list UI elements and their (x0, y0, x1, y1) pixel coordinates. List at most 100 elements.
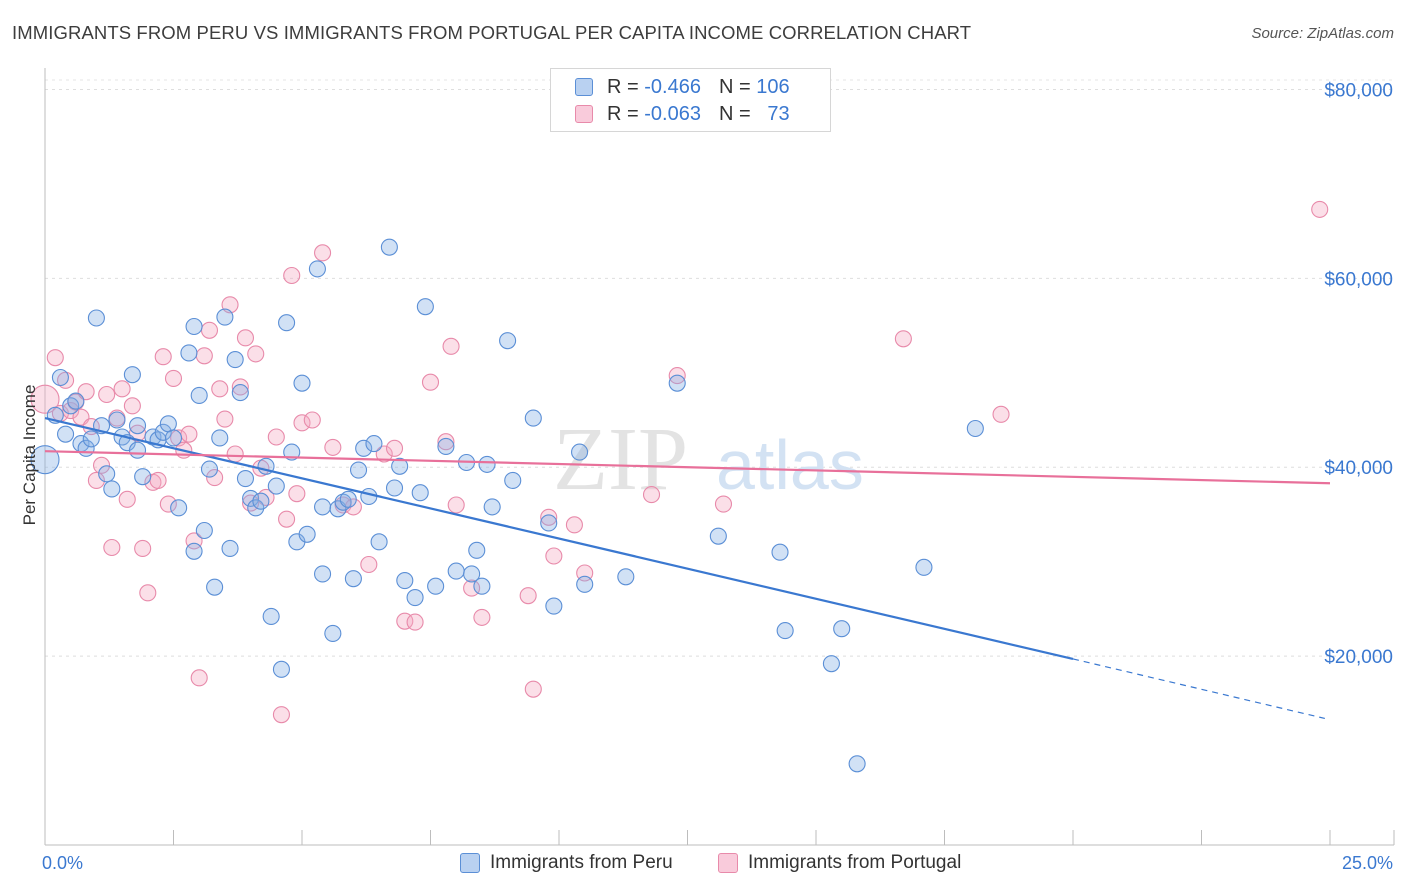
r-value: -0.063 (644, 102, 701, 125)
portugal-point (303, 411, 321, 429)
portugal-point (421, 373, 440, 391)
n-label: N = (718, 102, 751, 125)
peru-point (360, 487, 378, 506)
peru-point (571, 443, 589, 461)
x-tick-label: 0.0% (42, 853, 83, 873)
peru-point (385, 479, 404, 497)
peru-point (463, 565, 481, 583)
portugal-point (242, 494, 260, 512)
peru-point (252, 492, 270, 510)
peru-point (211, 429, 229, 447)
peru-point (170, 499, 188, 517)
portugal-point (283, 266, 301, 285)
legend-item-portugal[interactable]: Immigrants from Portugal (718, 852, 961, 874)
peru-point (427, 577, 445, 595)
portugal-point (565, 516, 583, 534)
legend-row-portugal: R = -0.063 N = 73 (575, 102, 790, 126)
portugal-point (118, 490, 136, 508)
legend-label: Immigrants from Peru (490, 852, 673, 873)
portugal-point (406, 613, 424, 631)
peru-point (504, 471, 522, 489)
portugal-point (293, 414, 311, 432)
portugal-point (272, 706, 290, 724)
portugal-point (149, 471, 167, 489)
portugal-point (134, 539, 152, 557)
peru-point (123, 366, 141, 384)
peru-point (966, 419, 984, 438)
portugal-point (154, 348, 172, 366)
portugal-point (894, 330, 912, 348)
peru-point (200, 460, 219, 478)
x-tick-labels: 0.0% 25.0% (42, 853, 1393, 873)
trend-lines (44, 417, 1331, 720)
portugal-point (385, 439, 404, 457)
peru-point (499, 332, 517, 350)
peru-point (62, 397, 80, 415)
portugal-point (447, 496, 465, 514)
portugal-point (442, 337, 460, 355)
peru-point (576, 575, 594, 593)
portugal-point (180, 425, 198, 443)
chart-title: IMMIGRANTS FROM PERU VS IMMIGRANTS FROM … (12, 22, 972, 43)
watermark: ZIP atlas (553, 410, 864, 509)
peru-point (216, 308, 234, 326)
y-tick-label: $40,000 (1324, 458, 1393, 479)
peru-point (103, 480, 121, 498)
portugal-point (642, 486, 661, 504)
peru-point (267, 477, 285, 495)
portugal-trend-line (44, 450, 1331, 485)
portugal-point (473, 608, 491, 626)
peru-point (108, 411, 126, 429)
peru-trend-extension (1072, 658, 1325, 720)
peru-point (82, 430, 100, 448)
portugal-point (288, 485, 306, 503)
n-label: N = (718, 75, 751, 98)
peru-point (339, 490, 357, 508)
peru-point (67, 392, 85, 410)
portugal-point (98, 385, 116, 404)
peru-point (180, 344, 198, 362)
n-value: 106 (756, 75, 790, 98)
peru-points (30, 238, 984, 773)
peru-point (185, 542, 203, 560)
peru-point (411, 484, 429, 502)
series-legend: Immigrants from Peru Immigrants from Por… (0, 852, 1406, 878)
peru-point (349, 461, 368, 479)
peru-point (483, 498, 501, 516)
correlation-legend: R = -0.466 N = 106 R = -0.063 N = 73 (550, 68, 831, 132)
peru-point (344, 570, 362, 588)
peru-point (447, 562, 465, 580)
peru-point (365, 435, 383, 453)
axes (44, 68, 1395, 846)
portugal-point (267, 428, 285, 446)
chart-source: Source: ZipAtlas.com (1251, 25, 1394, 42)
y-tick-label: $60,000 (1324, 269, 1393, 290)
peru-point (668, 374, 686, 392)
peru-point (144, 428, 162, 446)
peru-point (915, 558, 933, 576)
watermark-zip: ZIP (553, 410, 688, 509)
portugal-point (360, 555, 378, 574)
portugal-point (540, 508, 558, 526)
peru-point (278, 314, 296, 332)
portugal-point (231, 378, 249, 396)
portugal-point (87, 471, 105, 489)
peru-point (314, 498, 332, 516)
portugal-point (190, 669, 208, 687)
legend-item-peru[interactable]: Immigrants from Peru (460, 852, 673, 874)
portugal-point (324, 438, 342, 456)
peru-point (540, 514, 558, 532)
peru-point (396, 572, 414, 590)
peru-point (524, 409, 542, 427)
peru-point (128, 441, 147, 459)
peru-point (236, 470, 255, 488)
peru-point (468, 541, 486, 559)
peru-point (416, 298, 434, 316)
peru-point (195, 521, 213, 540)
grid-lines (45, 79, 1394, 657)
watermark-atlas: atlas (716, 426, 864, 504)
portugal-point (57, 371, 75, 389)
portugal-point (437, 433, 455, 451)
peru-point (822, 655, 840, 673)
